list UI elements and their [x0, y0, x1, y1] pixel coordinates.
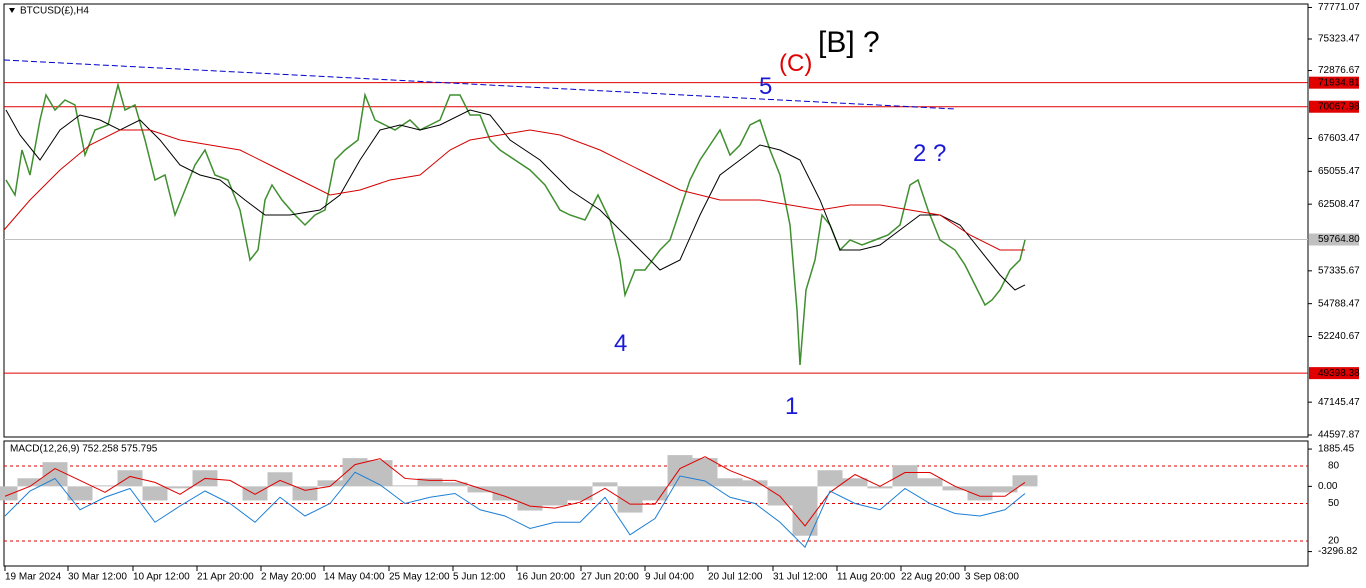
histogram-bar [1012, 475, 1038, 487]
histogram-bar [92, 485, 118, 487]
symbol-arrow [9, 8, 15, 13]
x-tick-label: 10 Apr 12:00 [133, 572, 190, 583]
x-tick-label: 21 Apr 20:00 [197, 572, 254, 583]
x-tick-label: 30 Mar 12:00 [68, 572, 127, 583]
price-label: 49398.38 [1318, 368, 1360, 379]
x-tick-label: 3 Sep 08:00 [965, 572, 1019, 583]
price-label-box [1309, 367, 1359, 380]
price-label: 70067.98 [1318, 101, 1360, 112]
histogram-bar [542, 486, 568, 506]
x-tick-label: 5 Jun 12:00 [453, 572, 506, 583]
histogram-bar [617, 486, 643, 513]
y-tick-label: 47145.47 [1318, 397, 1360, 408]
x-tick-label: 20 Jul 12:00 [708, 572, 763, 583]
x-tick-label: 25 May 12:00 [389, 572, 450, 583]
y-tick-label: -3296.82 [1318, 546, 1358, 557]
macd-title: MACD(12,26,9) 752.258 575.795 [10, 444, 158, 455]
y-tick-label: 67603.47 [1318, 133, 1360, 144]
histogram-bar [292, 486, 318, 501]
annotation: 5 [759, 73, 772, 100]
histogram-bar [392, 485, 418, 487]
price-line [5, 109, 1026, 291]
y2-tick-label: 80 [1328, 461, 1340, 472]
histogram-bar [867, 486, 893, 489]
x-tick-label: 16 Jun 20:00 [517, 572, 575, 583]
histogram-bar [842, 478, 868, 487]
x-tick-label: 31 Jul 12:00 [773, 572, 828, 583]
histogram-bar [492, 486, 518, 501]
histogram-bar [717, 478, 743, 487]
chart-title: BTCUSD(£),H4 [20, 6, 89, 17]
signal-line [4, 456, 1026, 527]
histogram-bar [117, 470, 143, 487]
x-tick-label: 2 May 20:00 [261, 572, 316, 583]
oscillator-line [4, 471, 1026, 549]
histogram-bar [817, 470, 843, 487]
y-tick-label: 54788.47 [1318, 298, 1360, 309]
histogram-bar [692, 458, 718, 487]
histogram-bar [242, 486, 268, 501]
histogram-bar [367, 460, 393, 487]
x-tick-label: 11 Aug 20:00 [837, 572, 896, 583]
annotation: (C) [779, 50, 812, 77]
y2-tick-label: 20 [1328, 536, 1340, 547]
histogram-bar [442, 482, 468, 487]
price-line [5, 82, 1026, 366]
histogram-bar [592, 482, 618, 487]
annotation: [B] ? [818, 26, 880, 59]
histogram-bar [917, 478, 943, 487]
histogram-bar [417, 478, 443, 487]
histogram-bar [992, 486, 1018, 493]
y-tick-label: 57335.67 [1318, 265, 1360, 276]
price-label: 71934.81 [1318, 77, 1360, 88]
histogram-bar [167, 486, 193, 489]
y-tick-label: 0.00 [1318, 481, 1338, 492]
x-tick-label: 19 Mar 2024 [5, 572, 62, 583]
y-tick-label: 44597.87 [1318, 430, 1360, 441]
y-tick-label: 1885.45 [1318, 444, 1355, 455]
annotation: 2 ? [913, 140, 946, 167]
annotation: 1 [785, 393, 798, 420]
x-tick-label: 27 Jun 20:00 [581, 572, 639, 583]
histogram-bar [142, 486, 168, 501]
histogram-bar [967, 486, 993, 501]
histogram-bar [17, 478, 43, 487]
trend-line [3, 59, 956, 110]
price-label-box [1309, 76, 1359, 89]
histogram-bar [0, 486, 18, 501]
y-tick-label: 72876.67 [1318, 65, 1360, 76]
x-tick-label: 14 May 04:00 [324, 572, 385, 583]
y-tick-label: 62508.47 [1318, 199, 1360, 210]
main-panel [3, 3, 1309, 438]
price-label-box [1309, 233, 1359, 246]
y2-tick-label: 50 [1328, 498, 1340, 509]
x-tick-label: 22 Aug 20:00 [901, 572, 960, 583]
histogram-bar [742, 480, 768, 487]
x-tick-label: 9 Jul 04:00 [645, 572, 694, 583]
histogram-bar [642, 486, 668, 501]
histogram-bar [317, 480, 343, 487]
histogram-bar [467, 486, 493, 493]
y-tick-label: 77771.07 [1318, 2, 1360, 13]
histogram-bar [942, 486, 968, 491]
y-tick-label: 52240.67 [1318, 331, 1360, 342]
price-label-box [1309, 100, 1359, 113]
annotation: 4 [614, 330, 627, 357]
price-label: 59764.80 [1318, 234, 1360, 245]
histogram-bar [567, 486, 593, 501]
price-line [3, 129, 1025, 251]
histogram-bar [67, 486, 93, 501]
y-tick-label: 65055.47 [1318, 166, 1360, 177]
y-tick-label: 75323.47 [1318, 34, 1360, 45]
histogram-bar [892, 465, 918, 487]
